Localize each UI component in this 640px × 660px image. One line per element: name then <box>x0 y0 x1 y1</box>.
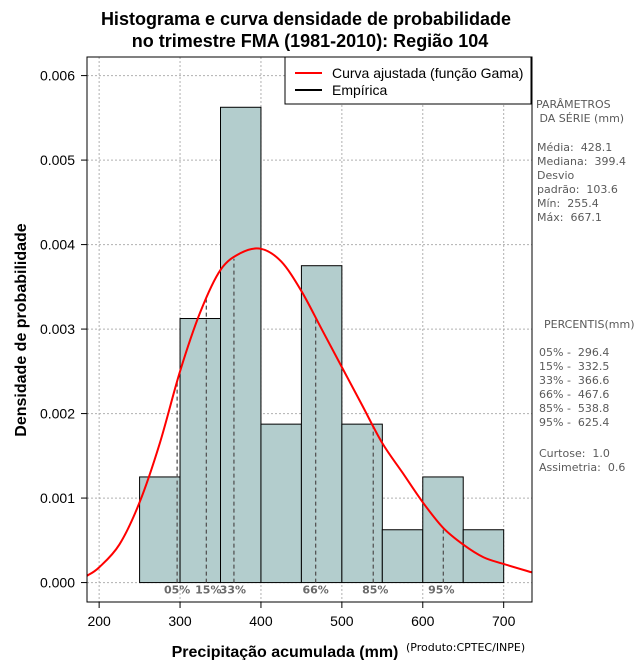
histogram-bar <box>179 318 221 584</box>
histogram-bar <box>220 106 262 584</box>
params-title-1: PARÂMETROS <box>536 98 611 111</box>
histogram-bars <box>139 106 505 584</box>
param-median: Mediana: 399.4 <box>537 155 626 168</box>
histogram-bar <box>139 476 181 584</box>
percentile-label: 33% <box>220 584 246 597</box>
y-axis-title: Densidade de probabilidade <box>13 223 30 436</box>
axes: 200 300 400 500 600 700 0.000 0.001 0.002 0.003 0.… <box>40 56 533 629</box>
y-tick-label: 0.000 <box>40 575 75 591</box>
percentile-labels: 05% 15%33% 66% 85% 95% <box>164 584 455 597</box>
x-tick-label: 600 <box>411 613 435 629</box>
param-std-value: padrão: 103.6 <box>537 183 618 196</box>
legend-empirical-label: Empírica <box>332 82 387 98</box>
y-tick-label: 0.002 <box>40 406 75 422</box>
stat-kurtosis: Curtose: 1.0 <box>539 447 610 460</box>
x-tick-label: 200 <box>87 613 111 629</box>
percentil-05: 05% - 296.4 <box>539 346 609 359</box>
param-mean: Média: 428.1 <box>537 141 612 154</box>
stat-skewness: Assimetria: 0.6 <box>539 461 625 474</box>
percentile-label: 66% <box>302 584 328 597</box>
histogram-bar <box>341 423 383 584</box>
histogram-bar <box>300 265 343 584</box>
credit-text: (Produto:CPTEC/INPE) <box>406 641 525 654</box>
y-tick-label: 0.006 <box>40 68 75 84</box>
x-tick-label: 500 <box>330 613 354 629</box>
legend: Curva ajustada (função Gama) Empírica <box>284 56 532 105</box>
param-std-label: Desvio <box>537 169 575 182</box>
param-max: Máx: 667.1 <box>537 211 602 224</box>
series-parameters-panel: PARÂMETROS DA SÉRIE (mm) Média: 428.1 Me… <box>536 98 626 224</box>
x-tick-label: 700 <box>492 613 516 629</box>
fitted-curve <box>86 247 533 577</box>
y-tick-label: 0.003 <box>40 321 75 337</box>
params-title-2: DA SÉRIE (mm) <box>536 112 624 125</box>
y-tick-label: 0.005 <box>40 152 75 168</box>
x-tick-label: 400 <box>249 613 273 629</box>
x-tick-label: 300 <box>168 613 192 629</box>
x-axis-title: Precipitação acumulada (mm) <box>172 644 399 660</box>
percentile-label: 85% <box>362 584 388 597</box>
percentil-85: 85% - 538.8 <box>539 402 609 415</box>
percentil-33: 33% - 366.6 <box>539 374 609 387</box>
histogram-bar <box>260 423 302 584</box>
chart-title-line-2: no trimestre FMA (1981-2010): Região 104 <box>132 31 488 51</box>
percentile-label: 95% <box>428 584 454 597</box>
legend-box <box>284 56 532 105</box>
percentil-95: 95% - 625.4 <box>539 416 609 429</box>
percentile-label: 05% <box>164 584 190 597</box>
histogram-bar <box>381 529 424 584</box>
percentil-66: 66% - 467.6 <box>539 388 609 401</box>
y-tick-label: 0.004 <box>40 237 75 253</box>
percentile-lines <box>176 258 444 583</box>
y-tick-label: 0.001 <box>40 490 75 506</box>
percentile-label: 15% <box>195 584 221 597</box>
param-min: Mín: 255.4 <box>537 197 599 210</box>
chart-title-line-1: Histograma e curva densidade de probabil… <box>101 9 511 29</box>
fitted-curve-layer <box>86 247 533 577</box>
percentil-15: 15% - 332.5 <box>539 360 609 373</box>
percentiles-panel: PERCENTIS(mm) 05% - 296.4 15% - 332.5 33… <box>539 318 635 474</box>
legend-curve-label: Curva ajustada (função Gama) <box>332 65 523 81</box>
percentis-title: PERCENTIS(mm) <box>544 318 635 331</box>
